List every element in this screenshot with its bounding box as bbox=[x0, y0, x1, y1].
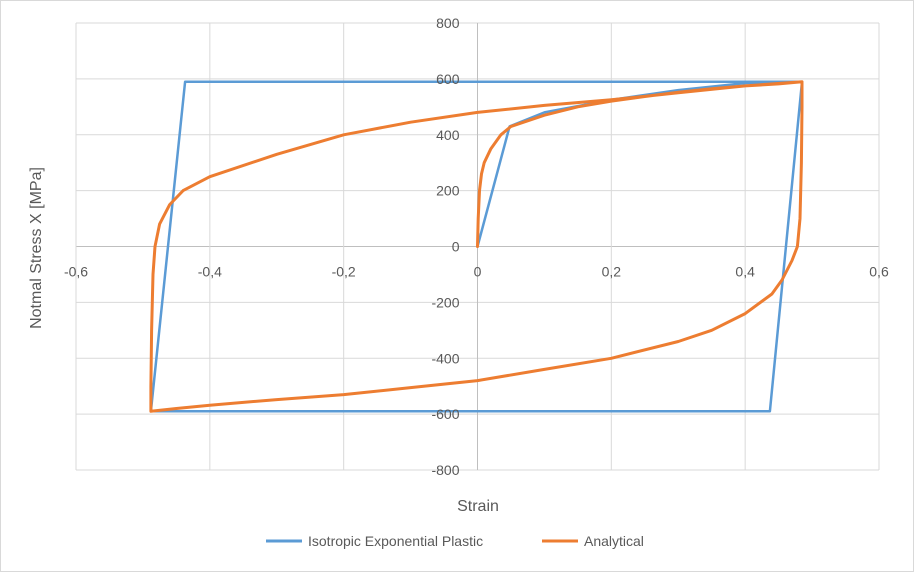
tick-layer: -800 -600 -400 -200 0 200 400 600 800 -0,6 -0,4 -0,… bbox=[64, 15, 889, 478]
y-tick-label: 0 bbox=[452, 239, 460, 255]
y-tick-label: -600 bbox=[431, 406, 459, 422]
y-tick-label: 600 bbox=[436, 71, 460, 87]
series-line-isotropic-exponential-plastic bbox=[149, 80, 804, 413]
y-tick-label: -400 bbox=[431, 350, 459, 366]
legend-label-isotropic: Isotropic Exponential Plastic bbox=[308, 533, 483, 549]
x-tick-label: 0,4 bbox=[735, 264, 755, 280]
x-tick-label: -0,6 bbox=[64, 264, 88, 280]
y-tick-label: -800 bbox=[431, 462, 459, 478]
y-tick-label: 400 bbox=[436, 127, 460, 143]
x-tick-label: -0,4 bbox=[198, 264, 222, 280]
series-layer bbox=[149, 80, 804, 413]
x-tick-label: 0 bbox=[474, 264, 482, 280]
y-tick-label: 800 bbox=[436, 15, 460, 31]
grid-layer bbox=[75, 22, 880, 471]
x-tick-label: -0,2 bbox=[332, 264, 356, 280]
legend-label-analytical: Analytical bbox=[584, 533, 644, 549]
x-tick-label: 0,2 bbox=[602, 264, 622, 280]
x-tick-label: 0,6 bbox=[869, 264, 889, 280]
series-line-analytical bbox=[149, 80, 804, 413]
legend: Isotropic Exponential Plastic Analytical bbox=[266, 533, 644, 549]
y-tick-label: 200 bbox=[436, 183, 460, 199]
y-axis-title: Notmal Stress X [MPa] bbox=[28, 167, 45, 329]
x-axis-title: Strain bbox=[457, 498, 499, 515]
y-tick-label: -200 bbox=[431, 294, 459, 310]
